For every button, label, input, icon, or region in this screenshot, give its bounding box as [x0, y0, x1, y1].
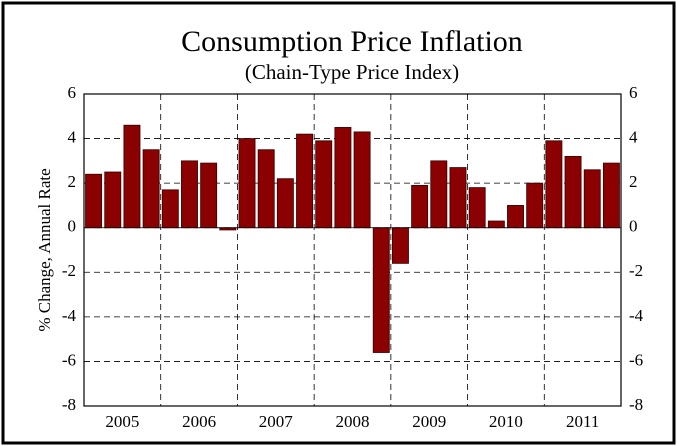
- bar: [468, 187, 486, 229]
- bar: [353, 131, 371, 229]
- x-tick-label: 2010: [489, 412, 523, 431]
- x-tick-label: 2006: [182, 412, 216, 431]
- y-tick-label: -4: [62, 306, 77, 325]
- bar: [181, 160, 198, 229]
- bar: [507, 205, 524, 229]
- x-tick-label: 2007: [259, 412, 294, 431]
- x-tick-label: 2008: [336, 412, 370, 431]
- bar: [142, 149, 160, 229]
- bar: [583, 169, 601, 229]
- y-tick-label: 0: [68, 217, 77, 236]
- bar: [430, 160, 448, 229]
- bar: [545, 140, 563, 229]
- y-tick-label: 4: [68, 127, 77, 146]
- bar: [334, 127, 352, 229]
- bar: [161, 189, 179, 229]
- y2-tick-label: -4: [629, 306, 644, 325]
- y2-tick-label: -2: [629, 261, 643, 280]
- chart-title: Consumption Price Inflation: [181, 25, 523, 58]
- y-tick-label: -6: [62, 350, 76, 369]
- bar: [238, 138, 256, 229]
- bar: [315, 140, 333, 229]
- x-tick-label: 2009: [412, 412, 446, 431]
- bar: [85, 173, 103, 229]
- bar: [526, 182, 544, 229]
- bar: [200, 162, 218, 229]
- y2-tick-label: 2: [629, 172, 638, 191]
- chart-subtitle: (Chain-Type Price Index): [245, 60, 459, 84]
- bar: [372, 227, 390, 353]
- y-tick-label: 2: [68, 172, 77, 191]
- y2-tick-label: 6: [629, 83, 638, 102]
- bar: [602, 162, 620, 229]
- x-tick-label: 2011: [566, 412, 599, 431]
- y-tick-label: 6: [68, 83, 77, 102]
- plot-border: [83, 93, 622, 407]
- bar: [123, 124, 141, 229]
- bar: [257, 149, 275, 229]
- bar: [104, 171, 122, 229]
- bar: [391, 227, 409, 264]
- bar: [564, 155, 582, 229]
- bar: [296, 133, 314, 229]
- y-axis-label: % Change, Annual Rate: [35, 168, 54, 331]
- bar: [487, 220, 505, 229]
- y2-tick-label: 4: [629, 127, 638, 146]
- y2-tick-label: -8: [629, 395, 643, 414]
- bar: [411, 184, 429, 229]
- y-tick-label: -2: [62, 261, 76, 280]
- y2-tick-label: 0: [629, 217, 638, 236]
- x-tick-label: 2005: [105, 412, 139, 431]
- y-tick-label: -8: [62, 395, 76, 414]
- bar: [449, 167, 467, 229]
- y2-tick-label: -6: [629, 350, 643, 369]
- bar: [276, 178, 294, 229]
